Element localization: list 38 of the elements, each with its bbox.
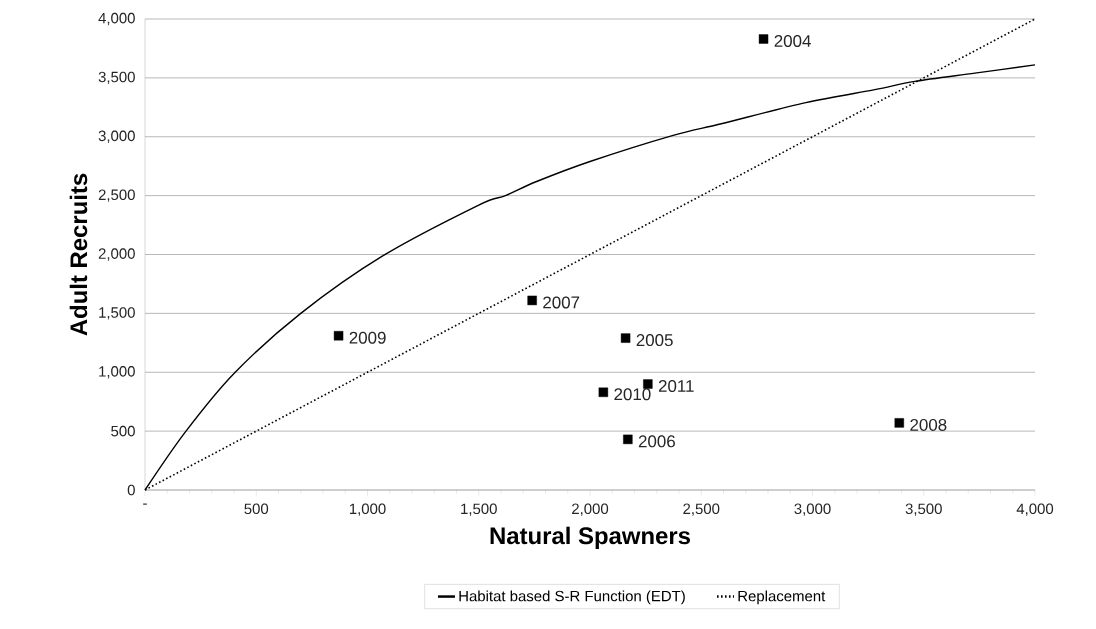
y-tick-label: 4,000	[98, 12, 135, 26]
point	[620, 333, 631, 343]
point	[643, 379, 653, 389]
x-tick-label: 2,000	[572, 503, 609, 516]
annotation: 2004	[774, 35, 811, 48]
y-tick-label: 2,500	[98, 189, 135, 202]
y-tick-label: 3,500	[98, 71, 135, 85]
y-tick-label: 0	[127, 484, 135, 496]
point	[894, 418, 904, 428]
y-tick-label: 1,500	[99, 307, 135, 320]
y-tick-label: 500	[111, 425, 135, 437]
legend-label: Replacement	[738, 590, 826, 605]
point	[527, 295, 537, 306]
point	[758, 34, 769, 44]
annotation: 2009	[349, 331, 386, 344]
legend-label: Habitat based S-R Function (EDT)	[459, 590, 685, 605]
annotation: 2011	[658, 380, 694, 393]
annotation: 2010	[614, 388, 651, 401]
x-tick-label: 500	[244, 503, 269, 515]
annotation: 2006	[638, 435, 675, 448]
annotation: 2007	[543, 296, 580, 309]
x-axis-title: Natural Spawners	[490, 526, 690, 549]
annotation: 2008	[910, 418, 947, 431]
x-tick-label: 3,500	[905, 503, 942, 516]
point	[598, 387, 609, 397]
annotation: 2005	[636, 334, 673, 347]
y-axis-title: Adult Recruits	[69, 173, 88, 336]
point	[333, 331, 344, 341]
y-tick-label: 3,000	[98, 130, 135, 143]
y-tick-label: 1,000	[99, 366, 135, 379]
x-tick-label: -	[143, 503, 147, 505]
x-tick-label: 3,000	[794, 503, 831, 516]
y-tick-label: 2,000	[98, 248, 135, 261]
point	[623, 434, 633, 445]
x-tick-label: 2,500	[683, 503, 720, 516]
x-tick-label: 1,000	[349, 503, 386, 516]
x-tick-label: 4,000	[1016, 503, 1054, 516]
x-tick-label: 1,500	[461, 503, 497, 516]
